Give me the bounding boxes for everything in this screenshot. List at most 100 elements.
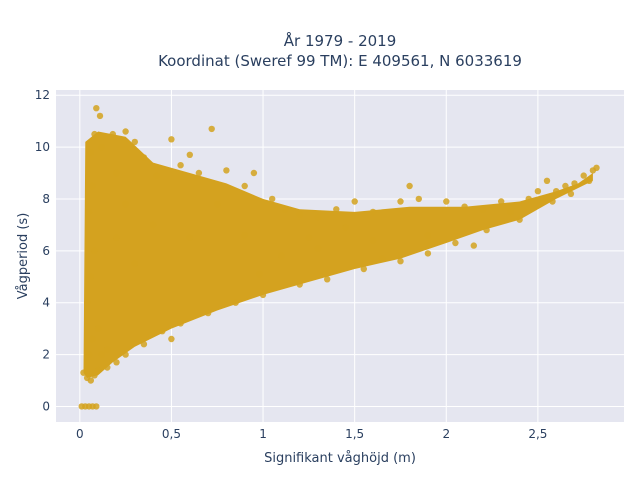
data-point [342,224,349,231]
data-point [470,242,477,249]
data-point [96,112,104,120]
y-tick-label: 2 [42,348,50,362]
data-point [113,169,120,177]
data-point [153,172,160,179]
x-tick-label: 1,5 [345,427,364,441]
data-point [483,226,490,234]
data-point [94,325,102,332]
data-point [296,281,303,288]
data-point [479,206,487,213]
data-point [452,239,459,247]
data-point [91,372,98,379]
data-point [113,234,120,241]
data-point [333,206,340,213]
data-point [553,188,560,195]
data-point [177,320,184,327]
data-point [397,198,404,205]
data-point [278,252,285,260]
data-point [232,299,239,306]
data-point [516,216,523,223]
data-point [104,364,111,371]
point-cloud [83,131,593,378]
data-point [549,198,556,205]
data-point [281,206,289,213]
y-tick-label: 10 [35,140,50,154]
data-point [159,328,166,335]
data-point [443,198,450,205]
x-tick-label: 0,5 [162,427,181,441]
chart-title-line2: Koordinat (Sweref 99 TM): E 409561, N 60… [158,52,522,70]
data-point [525,195,532,203]
data-point [131,138,138,146]
x-axis-title: Signifikant våghöjd (m) [264,451,416,466]
data-point [562,182,569,190]
data-point [89,335,96,343]
data-point [269,195,276,203]
data-point [98,351,106,358]
data-point [93,105,100,112]
data-point [214,200,221,208]
data-point [87,377,95,384]
data-point [369,237,377,244]
data-point [314,213,322,221]
data-point [195,169,203,177]
data-point [461,203,468,210]
data-point [571,180,578,187]
data-point [415,195,422,203]
x-tick-label: 2,5 [528,427,547,441]
data-point [586,177,593,184]
data-point [204,309,212,317]
data-point [131,260,138,267]
data-point [259,291,267,299]
data-point [567,190,575,197]
data-point [498,198,505,205]
y-tick-label: 12 [35,88,50,102]
data-point [109,130,117,138]
data-point [351,198,358,205]
data-point [122,200,129,208]
data-points [78,105,600,410]
data-point [241,182,248,190]
data-point [241,232,248,239]
data-point [149,221,157,229]
data-point [140,154,148,161]
data-point [89,182,96,190]
data-point [85,351,93,358]
point-cloud-body [83,131,593,378]
data-point [168,335,175,343]
data-point [305,234,313,241]
data-point [378,255,386,262]
data-point [140,341,148,348]
data-point [104,346,111,353]
data-point [256,271,263,278]
data-point [87,273,95,280]
x-tick-label: 2 [442,427,450,441]
data-point [580,172,587,179]
data-point [113,359,120,366]
data-point [80,369,87,376]
y-axis-title: Vågperiod (s) [16,213,31,300]
data-point [186,151,193,158]
data-point [424,232,432,239]
data-point [85,208,93,216]
data-point [406,182,413,190]
data-point [122,351,129,358]
y-tick-label: 0 [42,399,50,413]
data-point [324,276,331,283]
y-tick-label: 8 [42,192,50,206]
data-point [98,143,106,151]
data-point [91,247,98,254]
chart-title-line1: År 1979 - 2019 [284,31,397,50]
tick-labels: 0 0,5 1 1,5 2 2,5 0 2 4 6 8 10 12 [35,88,548,441]
data-point [360,265,367,273]
data-point [94,366,102,374]
data-point [296,211,303,218]
data-point [397,258,404,265]
data-point [168,136,175,143]
data-point [91,130,98,138]
y-tick-label: 4 [42,296,50,310]
data-point [424,250,432,257]
data-point [314,245,322,252]
data-point [186,234,193,241]
